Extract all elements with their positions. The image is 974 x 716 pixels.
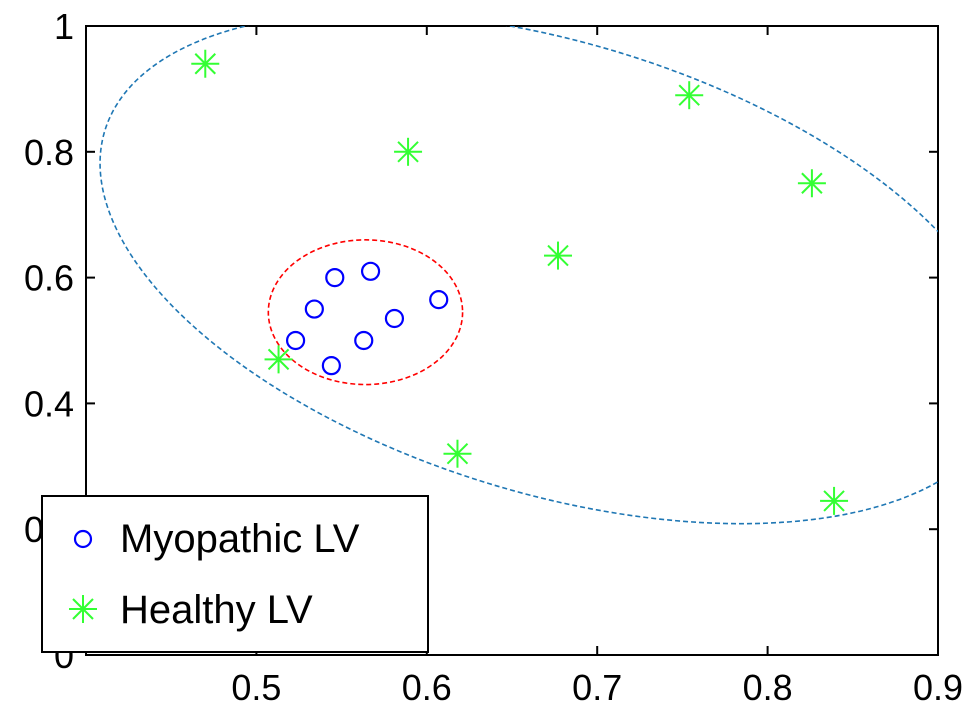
myopathic-point (384, 308, 405, 329)
x-tick-label: 0.5 (231, 667, 281, 708)
data-points (191, 49, 849, 515)
x-tick-label: 0.6 (402, 667, 452, 708)
healthy-point (675, 81, 704, 110)
myopathic-point (321, 356, 341, 376)
x-tick-label: 0.7 (572, 667, 622, 708)
myopathic-point (360, 261, 381, 281)
myopathic-boundary-ellipse (267, 239, 464, 386)
healthy-point (820, 486, 849, 515)
healthy-point (191, 49, 220, 78)
legend-box (41, 495, 429, 653)
legend-marker-healthy (69, 595, 97, 623)
y-tick-label: 0.6 (24, 258, 74, 299)
legend-label-myopathic: Myopathic LV (120, 517, 360, 561)
x-tick-label: 0.8 (743, 667, 793, 708)
healthy-point (264, 345, 293, 374)
legend: Myopathic LV Healthy LV (41, 495, 429, 653)
boundary-ellipses (99, 26, 938, 525)
healthy-boundary-ellipse (99, 26, 938, 525)
healthy-point (544, 241, 573, 270)
myopathic-point (354, 330, 374, 351)
y-tick-label: 0.4 (24, 383, 74, 424)
myopathic-point (285, 330, 306, 351)
y-tick-label: 0.8 (24, 132, 74, 173)
myopathic-point (304, 299, 324, 319)
y-tick-label: 1 (54, 6, 74, 47)
legend-label-healthy: Healthy LV (120, 588, 313, 632)
myopathic-point (429, 290, 449, 310)
healthy-point (443, 439, 472, 468)
myopathic-point (325, 268, 345, 288)
x-tick-label: 0.9 (913, 667, 963, 708)
healthy-point (394, 137, 423, 166)
legend-marker-myopathic (73, 529, 93, 549)
healthy-point (797, 169, 826, 198)
